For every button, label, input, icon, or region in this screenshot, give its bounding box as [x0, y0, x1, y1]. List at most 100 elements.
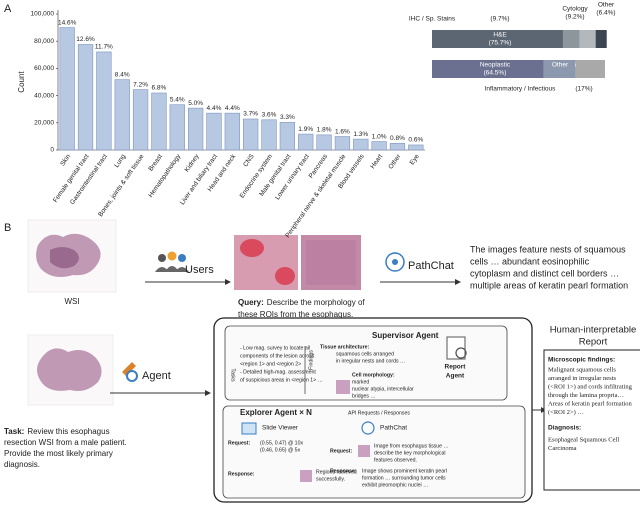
text: successfully. — [316, 476, 345, 482]
bar — [298, 133, 314, 151]
query-part: Query: — [238, 298, 264, 307]
data-label: 6.8% — [152, 85, 167, 92]
bar — [206, 112, 222, 151]
segment-label: (9.7%) — [490, 16, 509, 23]
text: Provide the most likely primary — [4, 449, 113, 458]
text: Tissue architecture: — [320, 344, 369, 350]
bar — [316, 134, 332, 151]
data-label: 11.7% — [95, 44, 113, 51]
arrowhead — [205, 390, 211, 396]
text: Agent — [142, 370, 171, 382]
x-tick-label: Skin — [59, 153, 72, 168]
text: marked — [352, 379, 369, 385]
bar — [169, 104, 185, 151]
arrowhead — [455, 279, 461, 285]
data-label: 4.4% — [207, 105, 222, 112]
text: formation … surrounding tumor cells — [362, 475, 446, 481]
y-tick-label: 80,000 — [34, 38, 54, 45]
data-label: 14.6% — [58, 19, 77, 26]
text: through the lamina propria… — [548, 392, 624, 399]
text: diagnosis. — [4, 460, 40, 469]
y-tick-label: 40,000 — [34, 92, 54, 99]
panel-label: A — [4, 3, 12, 15]
data-label: 1.9% — [298, 126, 313, 133]
bar — [114, 79, 130, 151]
y-tick-label: 20,000 — [34, 120, 54, 127]
text: Slide Viewer — [262, 425, 299, 432]
wsi-thumbnail — [27, 219, 117, 293]
bar — [243, 118, 259, 151]
wsi-thumbnail — [27, 334, 114, 406]
stacked-segment — [575, 60, 605, 78]
text: API Requests / Responses — [348, 410, 410, 416]
text: Users — [185, 264, 214, 276]
supervisor-box — [224, 325, 508, 401]
stacked-segment — [579, 30, 596, 48]
text: resection WSI from a male patient. — [4, 438, 127, 447]
text: Request: — [330, 448, 352, 454]
data-label: 8.4% — [115, 71, 130, 78]
x-tick-label: Eye — [409, 153, 421, 167]
roi-images — [234, 235, 361, 290]
text: (0.46, 0.65) @ 5x — [260, 447, 301, 453]
text: The images feature nests of squamous — [470, 244, 626, 254]
text: (<ROI 2>) … — [548, 409, 584, 416]
bar — [96, 51, 112, 151]
bar — [389, 143, 406, 151]
thumbnail — [336, 380, 350, 394]
text: Findings — [308, 350, 314, 370]
segment-label: (75.7%) — [489, 40, 512, 47]
text: Microscopic findings: — [548, 357, 615, 364]
segment-name: H&E — [493, 32, 507, 39]
text: WSI — [64, 297, 79, 306]
text: Malignant squamous cells — [548, 366, 616, 373]
y-tick-label: 60,000 — [34, 65, 54, 72]
bar — [151, 92, 167, 151]
report-box — [543, 349, 640, 491]
text: PathChat — [380, 425, 407, 432]
bar — [353, 138, 369, 151]
text: Human-interpretable — [550, 325, 637, 336]
thumbnail — [300, 470, 312, 482]
text: squamous cells arranged — [336, 351, 394, 357]
data-label: 1.3% — [353, 131, 368, 138]
text: nuclear atypia, intercellular — [352, 386, 414, 392]
bar — [408, 144, 424, 151]
segment-name: Neoplastic — [480, 62, 511, 69]
text: arranged in irregular nests — [548, 375, 617, 382]
stacked-segment — [562, 30, 580, 48]
bar — [77, 44, 94, 151]
task-part: Task: — [4, 427, 24, 436]
text: multiple areas of keratin pearl formatio… — [470, 280, 628, 290]
data-label: 5.0% — [188, 100, 203, 107]
text: Diagnosis: — [548, 425, 581, 432]
text: Regions retrieved — [316, 469, 357, 475]
query-part: Describe the morphology of — [267, 298, 366, 307]
agent-icon — [122, 362, 138, 382]
thumbnail — [358, 445, 370, 457]
text: Cell morphology: — [352, 372, 395, 378]
text: - Detailed high-mag. assessment — [240, 369, 316, 375]
segment-label: (6.4%) — [596, 10, 615, 17]
text: Areas of keratin pearl formation — [548, 400, 632, 407]
stacked-segment — [543, 60, 576, 78]
bar — [187, 107, 204, 151]
users-icon — [155, 251, 189, 272]
stacked-segment — [432, 30, 563, 48]
segment-name: Cytology — [562, 6, 588, 13]
text: PathChat — [408, 260, 454, 272]
data-label: 1.0% — [372, 133, 387, 140]
text: cells … abundant eosinophilic — [470, 256, 590, 266]
segment-name: Other — [598, 2, 615, 9]
text: Report — [579, 337, 608, 348]
bar — [371, 141, 387, 151]
text: describe the key morphological — [374, 450, 446, 456]
text: Response: — [330, 468, 357, 474]
text: (0.55, 0.47) @ 10x — [260, 440, 303, 446]
task-part: Review this esophagus — [27, 427, 109, 436]
text: - Low mag. survey to locate all — [240, 345, 310, 351]
text: these ROIs from the esophagus. — [238, 310, 353, 319]
text: <region 1> and <region 2> — [240, 361, 301, 367]
bar — [224, 112, 240, 151]
